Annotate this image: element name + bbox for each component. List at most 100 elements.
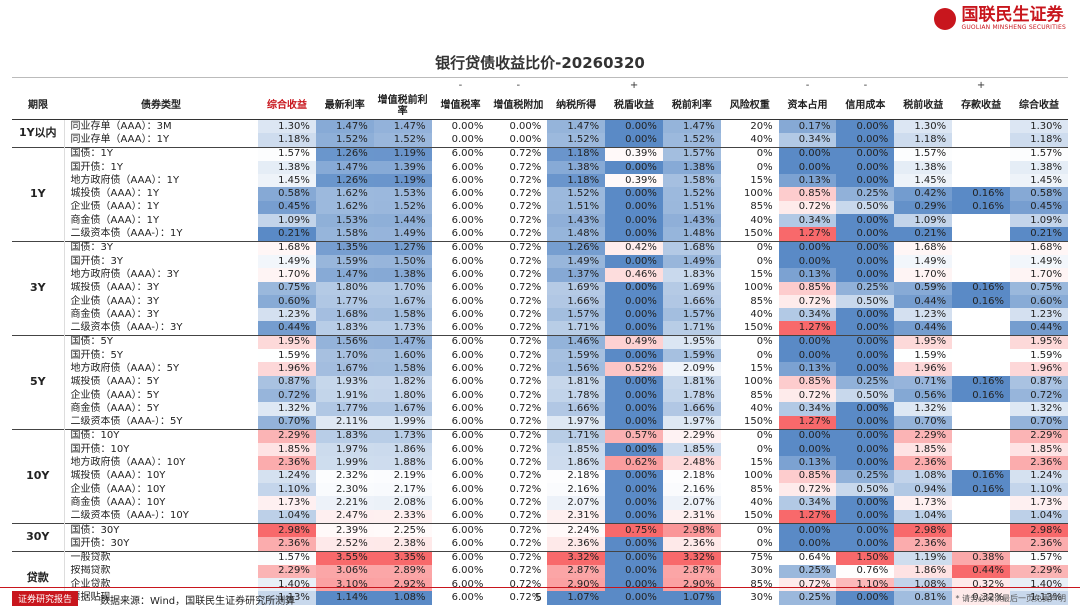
cell: 1.38%: [1010, 160, 1068, 175]
cell: 2.39%: [315, 522, 374, 538]
cell: 30%: [750, 592, 773, 604]
cell: [547, 80, 605, 92]
cell: 0.72%: [509, 483, 542, 495]
row: 企业债（AAA）：10Y 1.10% 2.30% 2.17% 6.00% 0.72% 2.1…: [12, 483, 1068, 497]
cell: 6.00%: [451, 255, 484, 267]
cell: 1.18%: [547, 174, 606, 188]
cell: 2.16%: [662, 483, 721, 497]
cell: 1.23%: [894, 308, 953, 322]
cell: 0%: [720, 428, 779, 444]
cell: 1.68%: [662, 240, 721, 255]
cell: 2.11%: [315, 415, 374, 430]
cell: 1.60%: [373, 349, 432, 363]
cell: 0.32%: [952, 578, 1010, 592]
cell: 1.27%: [778, 509, 837, 524]
column-header: 最新利率: [315, 92, 374, 120]
cell: 2.38%: [373, 537, 432, 551]
footer-rule: [0, 587, 1080, 588]
row: 城投债（AAA）：1Y 0.58% 1.62% 1.53% 6.00% 0.72% 1.52…: [12, 187, 1068, 201]
cell: 15%: [750, 362, 773, 374]
cell: 1.53%: [315, 214, 374, 228]
cell: 1.69%: [662, 281, 721, 295]
row: 1Y以内 同业存单（AAA）：3M 1.30% 1.47% 1.47% 0.00% 0.00…: [12, 119, 1068, 148]
cell: 0.29%: [894, 200, 953, 215]
cell: 0.13%: [778, 362, 837, 376]
cell: 0.72%: [509, 268, 542, 280]
cell: 6.00%: [451, 174, 484, 186]
cell: [952, 227, 1010, 241]
cell: 0.34%: [778, 133, 837, 148]
cell: [374, 80, 432, 92]
bond-name: 城投债（AAA）：5Y: [70, 376, 160, 388]
cell: 15%: [750, 268, 773, 280]
cell: 0.49%: [605, 334, 663, 350]
cell: 2.24%: [547, 522, 606, 538]
cell: 0.00%: [836, 496, 895, 510]
cell: 0.00%: [451, 133, 484, 145]
bond-name: 地方政府债（AAA）：5Y: [70, 362, 180, 374]
row: 地方政府债（AAA）：10Y 2.36% 1.99% 1.88% 6.00% 0.72% 1…: [12, 456, 1068, 470]
cell: 2.25%: [373, 522, 432, 538]
cell: 100%: [744, 470, 773, 482]
cell: 0.45%: [258, 200, 316, 215]
cell: 6.00%: [451, 268, 484, 280]
cell: 40%: [750, 496, 773, 508]
cell: 0.38%: [952, 550, 1010, 565]
cell: 0.16%: [952, 294, 1010, 309]
cell: 1.58%: [373, 308, 432, 322]
cell: 2.87%: [662, 564, 721, 579]
sign: +: [976, 80, 986, 91]
cell: [952, 443, 1010, 456]
cell: 2.98%: [1010, 522, 1068, 538]
cell: 6.00%: [451, 496, 484, 508]
cell: 0.46%: [605, 268, 663, 282]
cell: 0.00%: [605, 496, 663, 510]
group-label: 1Y: [12, 146, 65, 242]
cell: 0.00%: [836, 456, 895, 470]
cell: 0.00%: [605, 281, 663, 295]
cell: 2.07%: [547, 496, 606, 510]
cell: 0.59%: [894, 281, 953, 295]
cell: 0.00%: [778, 160, 837, 175]
cell: 0.72%: [778, 578, 837, 592]
cell: 1.09%: [258, 214, 316, 228]
cell: 0.72%: [509, 443, 542, 455]
cell: 1.08%: [894, 578, 953, 592]
cell: [952, 174, 1010, 187]
cell: 1.52%: [547, 187, 606, 201]
cell: 2.29%: [1010, 564, 1068, 579]
cell: 1.23%: [1010, 308, 1068, 322]
row: 3Y 国债：3Y 1.68% 1.35% 1.27% 6.00% 0.72% 1.26% 0.4…: [12, 240, 1068, 336]
cell: [258, 80, 316, 92]
cell: 1.81%: [547, 375, 606, 389]
cell: 0.00%: [836, 308, 895, 322]
cell: 1.51%: [662, 200, 721, 215]
cell: 6.00%: [451, 201, 484, 213]
cell: 6.00%: [451, 592, 484, 604]
cell: 1.07%: [662, 591, 721, 605]
cell: 6.00%: [451, 402, 484, 414]
cell: 1.68%: [894, 240, 953, 255]
cell: 1.70%: [373, 281, 432, 295]
cell: 1.85%: [1010, 443, 1068, 457]
cell: 1.68%: [258, 240, 316, 255]
cell: 0%: [756, 443, 773, 455]
cell: 2.08%: [373, 496, 432, 510]
cell: 1.40%: [258, 578, 316, 592]
cell: 0.70%: [1010, 415, 1068, 430]
cell: 1.52%: [662, 133, 721, 148]
row: 国开债：5Y 1.59% 1.70% 1.60% 6.00% 0.72% 1.59% 0.00…: [12, 349, 1068, 363]
bond-name: 商金债（AAA）：1Y: [70, 214, 160, 226]
cell: [64, 80, 258, 92]
cell: 1.27%: [778, 321, 837, 336]
cell: 3.06%: [315, 564, 374, 579]
cell: 0.25%: [836, 281, 895, 295]
bond-name: 按揭贷款: [70, 565, 111, 577]
cell: 0.72%: [509, 389, 542, 401]
column-header: 资本占用: [778, 92, 837, 120]
column-header: 债券类型: [64, 92, 259, 120]
cell: 0.72%: [489, 522, 548, 538]
cell: 1.26%: [315, 174, 374, 188]
cell: 0%: [756, 537, 773, 549]
cell: 0.00%: [836, 214, 895, 228]
